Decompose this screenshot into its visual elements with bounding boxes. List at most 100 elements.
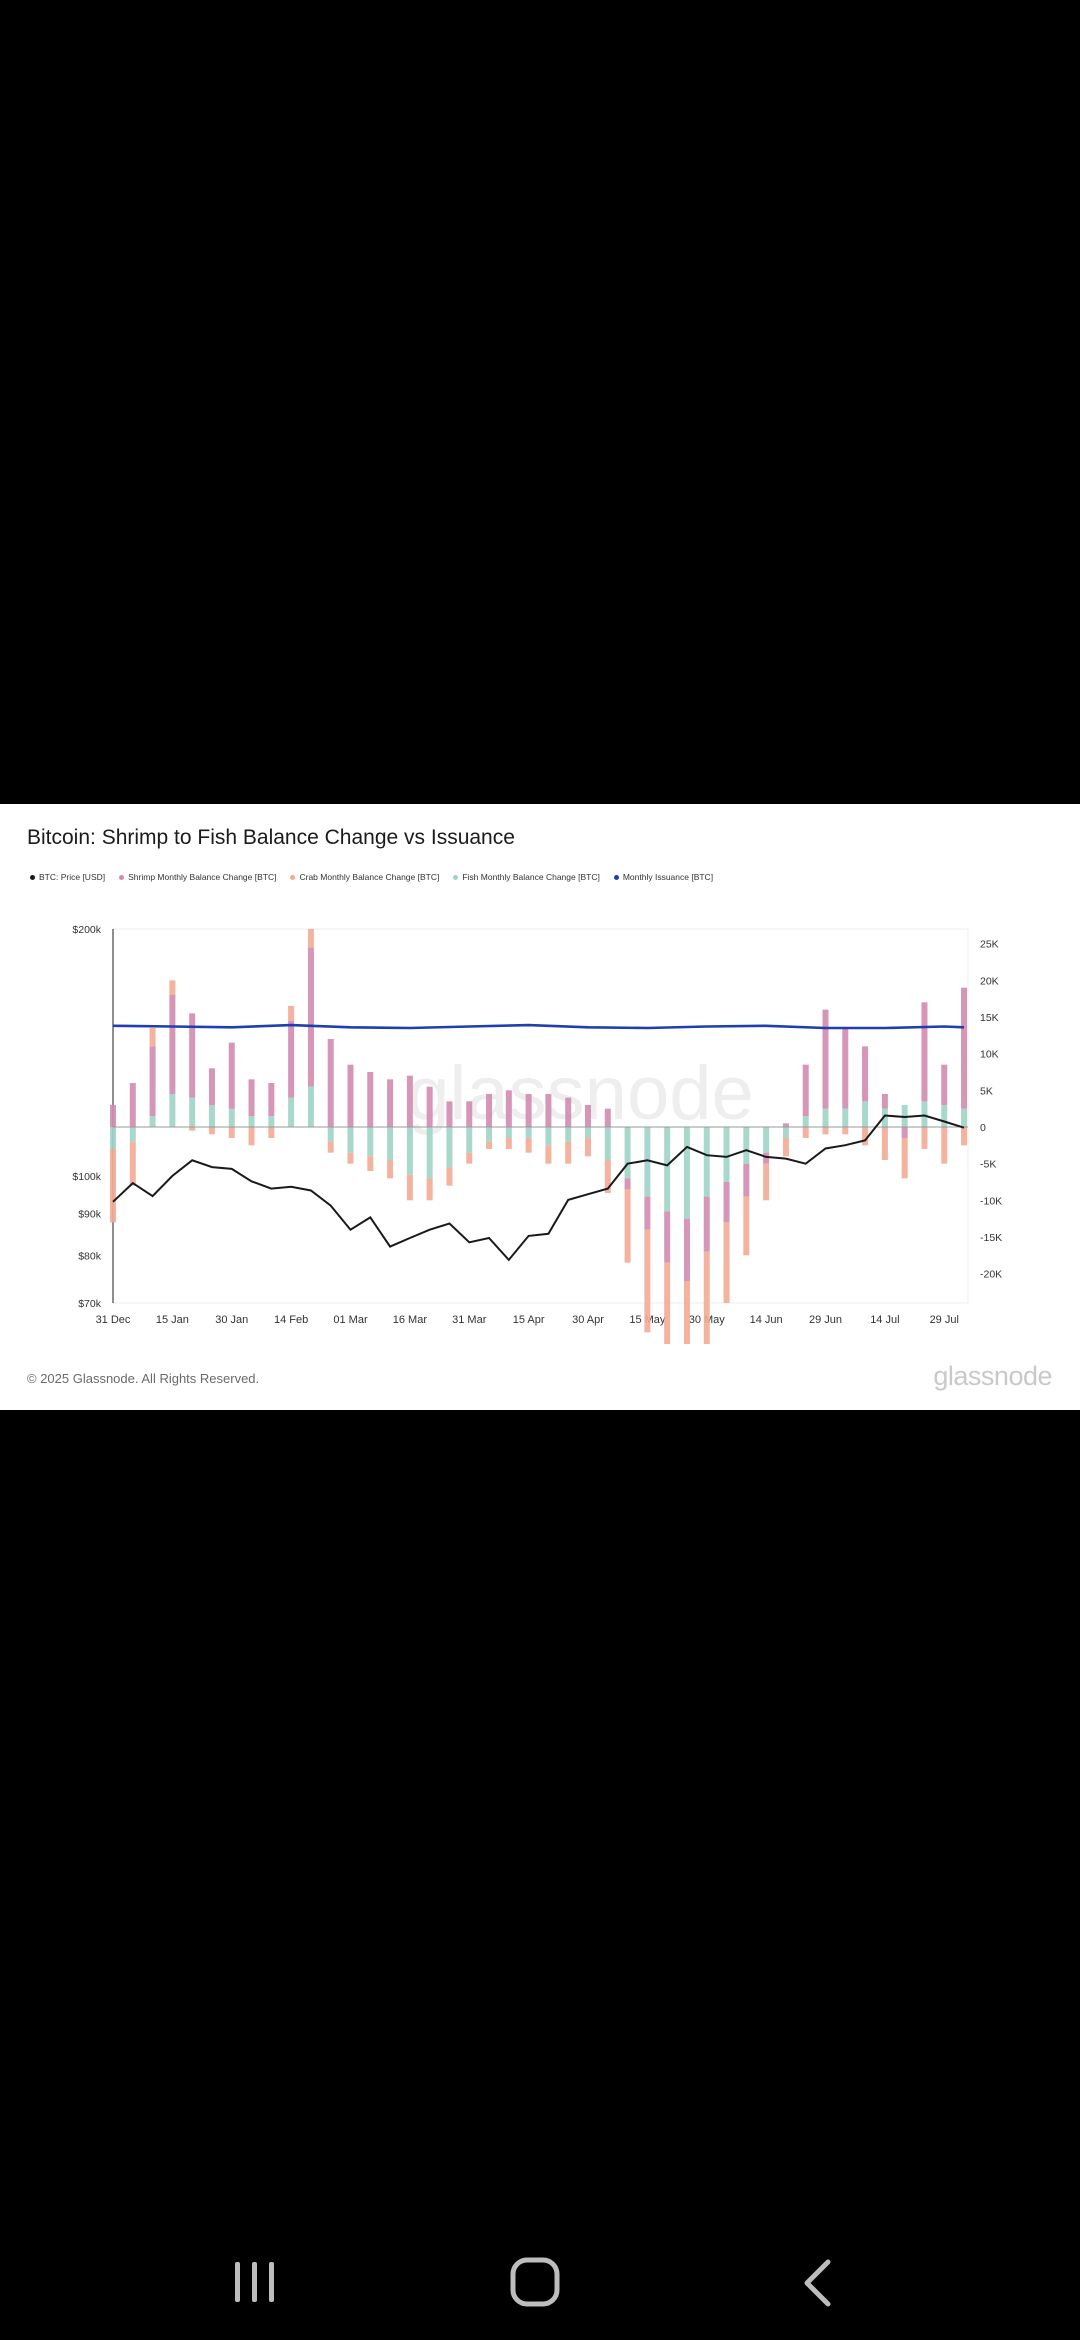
- legend-label: Crab Monthly Balance Change [BTC]: [299, 872, 440, 882]
- legend-label: BTC: Price [USD]: [39, 872, 106, 882]
- x-tick: 29 Jun: [809, 1314, 842, 1326]
- crab-bar: [327, 1141, 334, 1153]
- crab-bar: [624, 1189, 631, 1263]
- fish-bar: [387, 1127, 394, 1160]
- shrimp-bar: [683, 1218, 690, 1281]
- shrimp-bar: [961, 987, 968, 1109]
- shrimp-bar: [842, 1028, 849, 1109]
- legend-swatch: [613, 874, 619, 880]
- y-right-tick: -5K: [980, 1159, 996, 1171]
- crab-bar: [683, 1281, 690, 1344]
- shrimp-bar: [406, 1075, 413, 1127]
- x-tick: 14 Jun: [750, 1314, 783, 1326]
- back-button[interactable]: [780, 2248, 860, 2320]
- crab-bar: [862, 1127, 869, 1146]
- x-tick: 01 Mar: [333, 1314, 368, 1326]
- crab-bar: [703, 1251, 710, 1344]
- fish-bar: [406, 1127, 413, 1175]
- crab-bar: [585, 1138, 591, 1157]
- crab-bar: [367, 1156, 374, 1171]
- crab-bar: [782, 1138, 789, 1157]
- y-right-tick: -20K: [980, 1269, 1002, 1281]
- crab-bar: [208, 1127, 215, 1135]
- shrimp-bar: [901, 1127, 908, 1138]
- issuance-line: [112, 1023, 965, 1030]
- chart-plot: glassnode $200k $100k $90k $80k $70k 25K 20K 15K…: [72, 924, 1002, 1344]
- crab-bar: [802, 1127, 809, 1138]
- copyright-text: © 2025 Glassnode. All Rights Reserved.: [27, 1371, 260, 1386]
- crab-bar: [466, 1152, 473, 1164]
- fish-bar: [743, 1127, 750, 1164]
- shrimp-bar: [862, 1046, 869, 1102]
- fish-bar: [288, 1097, 295, 1127]
- crab-bar: [545, 1145, 552, 1164]
- crab-bar: [565, 1141, 572, 1164]
- shrimp-bar: [941, 1064, 948, 1105]
- crab-bar: [941, 1127, 948, 1164]
- legend-item: Monthly Issuance [BTC]: [613, 872, 713, 882]
- x-tick: 16 Mar: [393, 1314, 428, 1326]
- shrimp-bar: [327, 1039, 334, 1127]
- crab-bar: [664, 1262, 671, 1344]
- shrimp-bar: [723, 1182, 730, 1223]
- shrimp-bar: [525, 1094, 532, 1127]
- x-tick: 15 Apr: [513, 1314, 545, 1326]
- fish-bar: [881, 1108, 888, 1127]
- y-left-tick: $200k: [72, 924, 101, 936]
- y-right-tick: 25K: [980, 939, 999, 951]
- shrimp-bar: [545, 1094, 552, 1127]
- fish-bar: [505, 1127, 512, 1138]
- shrimp-bar: [307, 947, 314, 1087]
- fish-bar: [268, 1116, 275, 1127]
- crab-bar: [901, 1138, 908, 1179]
- shrimp-bar: [446, 1101, 453, 1127]
- crab-bar: [129, 1141, 136, 1186]
- legend-item: Shrimp Monthly Balance Change [BTC]: [119, 872, 276, 882]
- x-tick: 15 Jan: [156, 1314, 189, 1326]
- fish-bar: [842, 1108, 849, 1127]
- fish-bar: [961, 1108, 968, 1127]
- fish-bar: [585, 1127, 591, 1138]
- shrimp-bar: [585, 1105, 591, 1127]
- y-left-tick: $70k: [78, 1298, 102, 1310]
- fish-bar: [664, 1127, 671, 1212]
- fish-bar: [862, 1101, 869, 1127]
- crab-bar: [189, 1127, 196, 1131]
- shrimp-bar: [288, 1020, 295, 1098]
- y-left-tick: $90k: [78, 1208, 102, 1220]
- shrimp-bar: [763, 1152, 770, 1164]
- fish-bar: [486, 1127, 493, 1142]
- fish-bar: [683, 1127, 690, 1219]
- home-button[interactable]: [496, 2248, 576, 2320]
- legend-item: Fish Monthly Balance Change [BTC]: [453, 872, 600, 882]
- crab-bar: [604, 1160, 611, 1193]
- legend-item: BTC: Price [USD]: [30, 872, 105, 882]
- fish-bar: [189, 1097, 196, 1127]
- fish-bar: [941, 1105, 948, 1127]
- x-tick: 14 Jul: [870, 1314, 899, 1326]
- chart-title: Bitcoin: Shrimp to Fish Balance Change v…: [27, 826, 515, 849]
- crab-bar: [347, 1152, 354, 1164]
- recent-apps-button[interactable]: [215, 2248, 295, 2320]
- watermark: glassnode: [407, 1051, 754, 1136]
- x-tick: 14 Feb: [274, 1314, 308, 1326]
- crab-bar: [268, 1127, 275, 1138]
- shrimp-bar: [466, 1101, 473, 1127]
- crab-bar: [406, 1174, 413, 1201]
- shrimp-bar: [743, 1163, 750, 1197]
- shrimp-bar: [921, 1002, 928, 1102]
- y-right-tick: -15K: [980, 1232, 1002, 1244]
- shrimp-bar: [505, 1090, 512, 1127]
- x-tick: 29 Jul: [930, 1314, 959, 1326]
- shrimp-bar: [604, 1108, 611, 1127]
- shrimp-bar: [268, 1083, 275, 1116]
- fish-bar: [367, 1127, 374, 1157]
- fish-bar: [446, 1127, 453, 1168]
- legend-swatch: [453, 874, 459, 880]
- fish-bar: [763, 1127, 770, 1153]
- shrimp-bar: [426, 1086, 433, 1127]
- shrimp-bar: [228, 1042, 235, 1109]
- legend-swatch: [119, 874, 125, 880]
- crab-bar: [881, 1127, 888, 1160]
- fish-bar: [723, 1127, 730, 1182]
